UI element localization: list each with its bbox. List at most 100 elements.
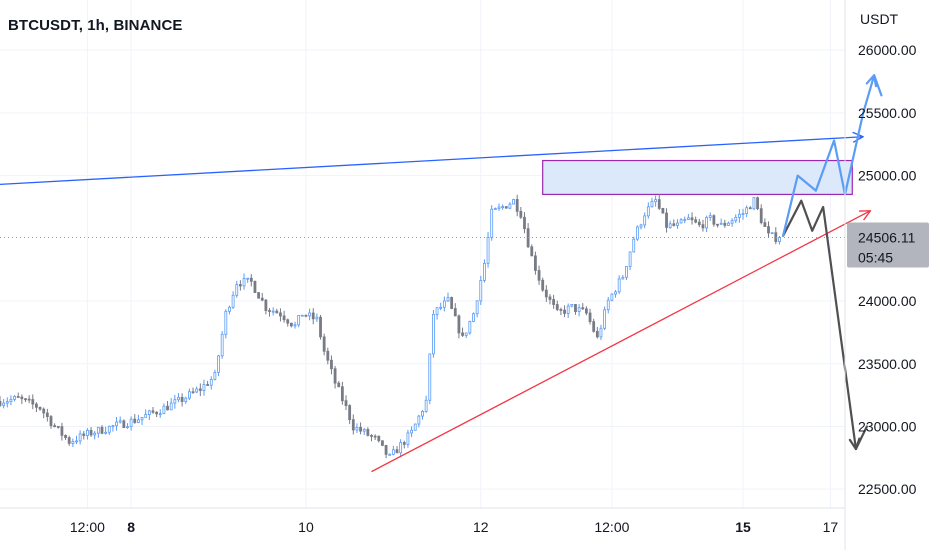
- candle-body: [67, 437, 71, 444]
- resistance-trendline[interactable]: [0, 136, 864, 186]
- candle-body: [475, 300, 479, 315]
- candle-body: [483, 262, 486, 281]
- candle-body: [366, 429, 370, 436]
- candle-body: [581, 307, 585, 310]
- candle-body: [683, 219, 687, 221]
- candle-body: [548, 296, 552, 300]
- candle-body: [457, 315, 461, 334]
- candle-body: [413, 423, 417, 431]
- candle-body: [126, 426, 129, 429]
- price-axis[interactable]: USDT 26000.00 25500.00 25000.00 24000.00 2350…: [844, 0, 929, 550]
- support-trendline[interactable]: [371, 210, 871, 473]
- candle-body: [752, 197, 756, 210]
- candle-body: [16, 396, 20, 398]
- candle-body: [574, 304, 577, 312]
- candle-body: [104, 431, 108, 434]
- candle-body: [279, 312, 282, 317]
- candle-body: [402, 442, 406, 445]
- candle-body: [577, 307, 581, 312]
- candle-body: [712, 215, 716, 225]
- candle-body: [137, 419, 140, 423]
- candle-body: [56, 425, 60, 428]
- candle-body: [428, 353, 432, 401]
- candle-body: [650, 201, 654, 208]
- candle-body: [228, 306, 231, 312]
- candle-body: [603, 309, 607, 329]
- candle-body: [260, 297, 264, 301]
- resistance-zone-box[interactable]: [542, 159, 853, 196]
- candle-body: [75, 440, 78, 443]
- candle-body: [621, 276, 625, 280]
- candle-body: [388, 453, 392, 456]
- time-axis[interactable]: 12:00 8 10 12 12:00 15 17: [0, 507, 845, 535]
- candle-body: [563, 309, 566, 314]
- candle-body: [544, 289, 548, 298]
- candle-body: [340, 386, 344, 402]
- candle-body: [453, 308, 457, 317]
- candlestick-series: [0, 194, 781, 459]
- candle-body: [231, 294, 235, 308]
- currency-label: USDT: [860, 11, 899, 27]
- bullish-projection-path[interactable]: [781, 74, 883, 237]
- candle-body: [217, 355, 220, 373]
- candle-body: [169, 402, 173, 411]
- candle-body: [694, 219, 698, 223]
- candle-body: [162, 405, 166, 415]
- candle-body: [198, 388, 202, 391]
- candle-body: [512, 199, 515, 205]
- candle-body: [537, 270, 541, 281]
- candle-body: [362, 429, 366, 432]
- candle-body: [417, 415, 421, 425]
- candle-body: [129, 418, 133, 428]
- candle-body: [13, 396, 16, 400]
- time-tick-label: 12:00: [594, 519, 629, 535]
- candle-body: [31, 399, 35, 405]
- candle-body: [206, 384, 210, 386]
- candle-body: [115, 421, 118, 427]
- candle-body: [118, 420, 122, 423]
- candle-body: [330, 359, 333, 370]
- candle-body: [708, 215, 712, 218]
- candle-body: [268, 310, 271, 312]
- candle-body: [705, 217, 708, 229]
- candle-body: [82, 433, 86, 436]
- candle-body: [322, 336, 326, 352]
- candle-body: [264, 299, 268, 311]
- candle-body: [432, 313, 435, 355]
- candle-body: [275, 310, 279, 314]
- candle-body: [147, 410, 151, 416]
- candle-body: [289, 322, 293, 327]
- candle-body: [756, 197, 759, 210]
- candle-body: [348, 405, 352, 421]
- price-tick-label: 23500.00: [858, 356, 917, 372]
- candle-body: [282, 315, 286, 321]
- candle-body: [351, 419, 355, 431]
- candle-body: [748, 207, 752, 210]
- time-tick-label: 8: [127, 519, 135, 535]
- candle-body: [319, 316, 322, 338]
- candle-body: [468, 321, 472, 334]
- candle-body: [657, 199, 661, 209]
- candle-body: [745, 207, 749, 214]
- candle-body: [93, 432, 97, 436]
- candle-body: [585, 308, 588, 314]
- candle-body: [399, 442, 403, 454]
- candle-body: [337, 382, 341, 388]
- candle-body: [377, 435, 381, 442]
- candle-body: [111, 425, 115, 428]
- candle-body: [515, 199, 519, 212]
- time-tick-label: 17: [823, 519, 839, 535]
- support-trendline-arrowhead: [858, 210, 872, 221]
- candle-body: [122, 420, 126, 429]
- candle-body: [606, 299, 610, 311]
- candle-body: [435, 307, 439, 315]
- candle-body: [628, 251, 632, 267]
- resistance-zone[interactable]: [542, 159, 853, 196]
- last-price-label: 24506.11: [858, 230, 916, 246]
- price-tick-label: 26000.00: [858, 42, 917, 58]
- time-tick-label: 12:00: [70, 519, 105, 535]
- candle-body: [297, 315, 301, 326]
- drawing-tools[interactable]: [0, 74, 883, 473]
- candle-body: [446, 297, 450, 302]
